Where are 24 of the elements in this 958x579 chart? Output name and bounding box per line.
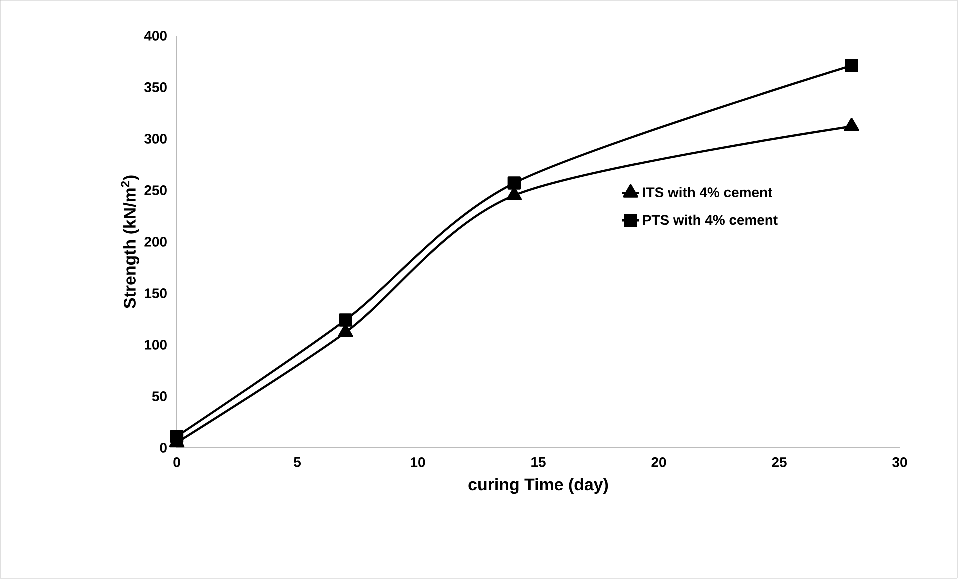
point bbox=[508, 176, 522, 190]
y-tick-label: 400 bbox=[144, 31, 167, 41]
y-tick-label: 50 bbox=[152, 392, 167, 402]
y-tick-label: 0 bbox=[160, 443, 167, 453]
y-tick-label: 300 bbox=[144, 134, 167, 144]
x-tick-label: 15 bbox=[532, 458, 546, 468]
y-axis-title: Strength (kN/m$^{2}$) bbox=[121, 176, 140, 309]
x-tick-label: 25 bbox=[772, 457, 787, 468]
x-tick-label: 30 bbox=[892, 457, 908, 468]
x-tick-label: 20 bbox=[652, 457, 666, 468]
point bbox=[339, 314, 352, 327]
x-tick-label: 5 bbox=[294, 458, 302, 468]
point bbox=[844, 118, 860, 132]
y-tick-label: 200 bbox=[144, 237, 167, 247]
y-tick-label: 250 bbox=[144, 186, 167, 196]
x-tick-label: 10 bbox=[411, 457, 426, 468]
point bbox=[845, 59, 858, 72]
x-tick-label: 0 bbox=[174, 457, 180, 468]
y-tick-label: 100 bbox=[145, 340, 167, 350]
legend-label: ITS with 4% cement bbox=[643, 187, 772, 198]
y-tick-label: 150 bbox=[145, 288, 167, 298]
legend-label: PTS with 4% cement bbox=[643, 214, 778, 226]
x-axis-title: curing Time (day) bbox=[468, 478, 608, 494]
y-tick-label: 350 bbox=[144, 82, 167, 92]
